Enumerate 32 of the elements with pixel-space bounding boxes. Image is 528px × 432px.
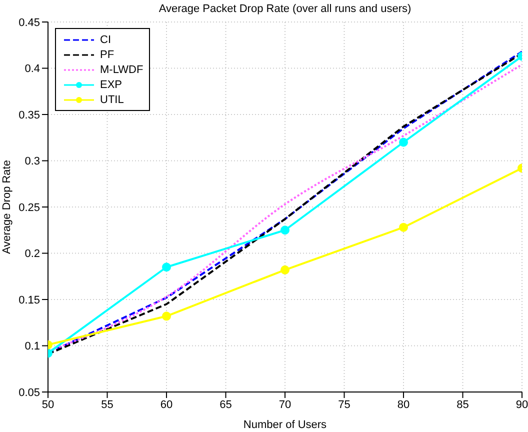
x-tick-label: 75	[338, 398, 350, 411]
x-tick-label: 60	[160, 398, 173, 411]
x-tick-label: 80	[397, 398, 410, 411]
point	[162, 312, 171, 321]
legend-label: PF	[100, 48, 114, 60]
point	[280, 265, 290, 274]
legend-label: CI	[100, 34, 111, 46]
point	[399, 138, 408, 147]
x-tick-label: 50	[42, 398, 54, 411]
x-tick-label: 65	[220, 398, 232, 411]
point	[162, 262, 171, 272]
y-tick-label: 0.05	[18, 386, 40, 399]
y-tick-label: 0.2	[24, 248, 40, 260]
y-tick-label: 0.1	[24, 340, 40, 353]
y-tick-label: 0.35	[18, 109, 40, 122]
legend-label: UTIL	[100, 94, 124, 106]
legend-label: M-LWDF	[100, 64, 144, 76]
legend-label: EXP	[100, 78, 122, 90]
y-tick-label: 0.15	[18, 294, 40, 306]
point	[280, 226, 290, 235]
y-tick-label: 0.25	[18, 202, 40, 214]
y-tick-label: 0.45	[18, 16, 40, 29]
y-axis-title: Average Drop Rate	[0, 160, 13, 254]
y-tick-label: 0.4	[24, 63, 40, 76]
x-tick-label: 55	[101, 398, 114, 411]
chart-title: Average Packet Drop Rate (over all runs and users)	[158, 3, 412, 15]
x-axis-title: Number of Users	[243, 419, 328, 431]
x-tick-label: 85	[456, 398, 469, 411]
x-tick-label: 90	[516, 398, 528, 411]
x-tick-label: 70	[278, 398, 292, 411]
y-tick-label: 0.3	[24, 156, 40, 168]
point	[399, 222, 408, 232]
